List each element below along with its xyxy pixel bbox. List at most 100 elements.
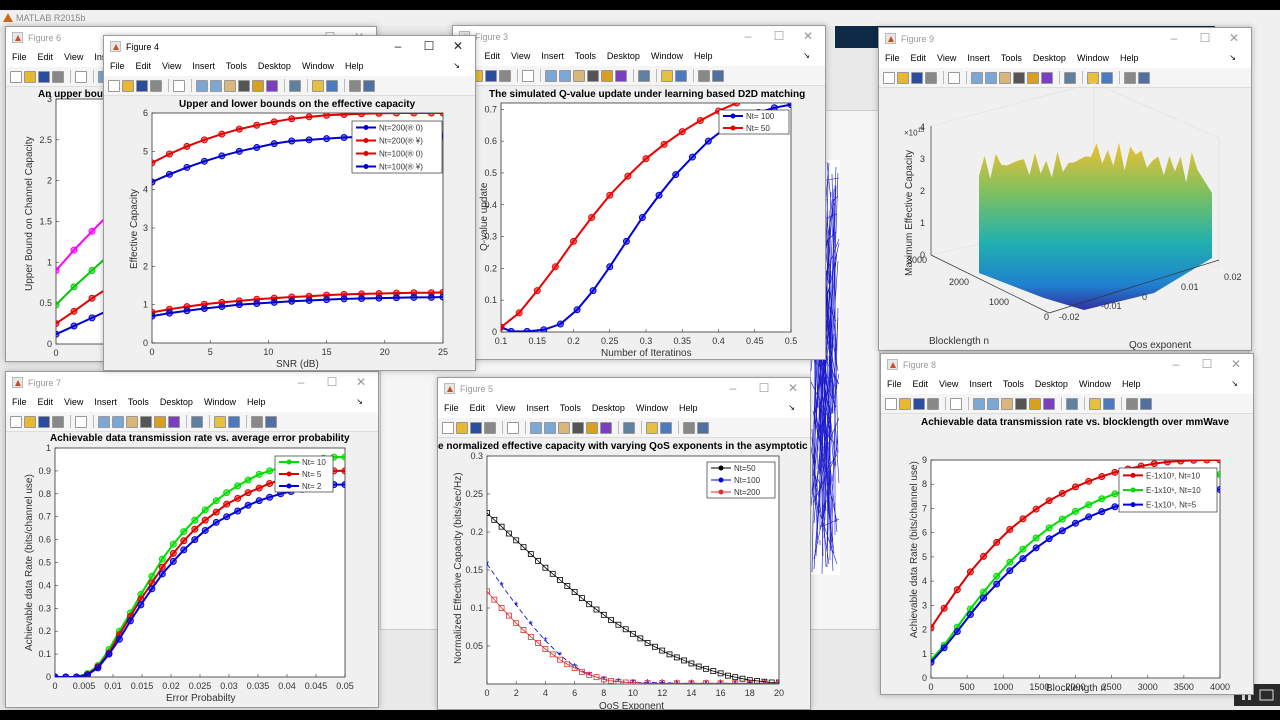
menu-item-window[interactable]: Window bbox=[1078, 379, 1111, 389]
menu-item-window[interactable]: Window bbox=[650, 51, 683, 61]
menu-item-desktop[interactable]: Desktop bbox=[257, 61, 291, 71]
menu-item-window[interactable]: Window bbox=[635, 403, 668, 413]
menu-item-help[interactable]: Help bbox=[344, 61, 364, 71]
pan-icon[interactable] bbox=[1001, 397, 1013, 410]
menu-item-tools[interactable]: Tools bbox=[559, 403, 581, 413]
menu-item-desktop[interactable]: Desktop bbox=[591, 403, 625, 413]
zoom-in-icon[interactable] bbox=[530, 421, 542, 434]
data-cursor-icon[interactable] bbox=[154, 415, 166, 428]
menu-item-window[interactable]: Window bbox=[1076, 53, 1109, 63]
colorbar-icon[interactable] bbox=[214, 415, 226, 428]
print-icon[interactable] bbox=[927, 397, 939, 410]
menu-item-window[interactable]: Window bbox=[203, 397, 236, 407]
brush-icon[interactable] bbox=[1043, 397, 1055, 410]
rotate-icon[interactable] bbox=[140, 415, 152, 428]
pointer-icon[interactable] bbox=[173, 79, 185, 92]
menu-item-view[interactable]: View bbox=[64, 397, 84, 407]
print-icon[interactable] bbox=[52, 70, 64, 83]
new-figure-icon[interactable] bbox=[442, 421, 454, 434]
legend-box[interactable] bbox=[718, 109, 790, 135]
plot-axes-fig7[interactable]: 0 0.1 0.2 0.3 0.4 0.5 0.6 0.7 0.8 0.9 1 0 0.005 0.01 0… bbox=[6, 372, 379, 708]
menu-item-insert[interactable]: Insert bbox=[967, 53, 990, 63]
window-title-bar[interactable]: Figure 8 – ☐ ✕ bbox=[881, 354, 1253, 376]
show-tools-icon[interactable] bbox=[1140, 397, 1152, 410]
menu-item-desktop[interactable]: Desktop bbox=[1034, 379, 1068, 389]
close-button[interactable]: ✕ bbox=[355, 375, 367, 389]
menu-item-insert[interactable]: Insert bbox=[526, 403, 549, 413]
link-icon[interactable] bbox=[638, 69, 650, 82]
new-figure-icon[interactable] bbox=[10, 70, 22, 83]
data-cursor-icon[interactable] bbox=[1027, 71, 1039, 84]
menu-item-tools[interactable]: Tools bbox=[127, 397, 149, 407]
menu-item-view[interactable]: View bbox=[939, 379, 959, 389]
maximize-button[interactable]: ☐ bbox=[423, 39, 435, 53]
print-icon[interactable] bbox=[150, 79, 162, 92]
zoom-in-icon[interactable] bbox=[98, 415, 110, 428]
window-title-bar[interactable]: Figure 9 – ☐ ✕ bbox=[879, 28, 1251, 50]
rotate-icon[interactable] bbox=[1013, 71, 1025, 84]
dock-arrow-icon[interactable]: ↘ bbox=[356, 397, 363, 406]
hide-tools-icon[interactable] bbox=[1124, 71, 1136, 84]
new-figure-icon[interactable] bbox=[883, 71, 895, 84]
menu-item-edit[interactable]: Edit bbox=[910, 53, 927, 63]
menu-item-desktop[interactable]: Desktop bbox=[1032, 53, 1066, 63]
pointer-icon[interactable] bbox=[507, 421, 519, 434]
link-icon[interactable] bbox=[191, 415, 203, 428]
plot-axes-fig4[interactable]: 0 1 2 3 4 5 6 0 5 10 15 20 25 Nt=200(® 0) Nt=200(® ¥) N… bbox=[104, 36, 476, 371]
minimize-button[interactable]: – bbox=[297, 375, 305, 389]
data-cursor-icon[interactable] bbox=[601, 69, 613, 82]
print-icon[interactable] bbox=[52, 415, 64, 428]
figure-window-fig7[interactable]: Figure 7 – ☐ ✕ File Edit View Insert Tools Des… bbox=[5, 371, 379, 708]
rotate-icon[interactable] bbox=[1015, 397, 1027, 410]
colorbar-icon[interactable] bbox=[1089, 397, 1101, 410]
zoom-in-icon[interactable] bbox=[196, 79, 208, 92]
hide-tools-icon[interactable] bbox=[349, 79, 361, 92]
hide-tools-icon[interactable] bbox=[251, 415, 263, 428]
colorbar-icon[interactable] bbox=[661, 69, 673, 82]
data-cursor-icon[interactable] bbox=[586, 421, 598, 434]
menu-item-file[interactable]: File bbox=[110, 61, 125, 71]
legend-icon[interactable] bbox=[660, 421, 672, 434]
open-icon[interactable] bbox=[24, 415, 36, 428]
data-cursor-icon[interactable] bbox=[252, 79, 264, 92]
close-button[interactable]: ✕ bbox=[787, 381, 799, 395]
menu-item-file[interactable]: File bbox=[12, 52, 27, 62]
menu-item-help[interactable]: Help bbox=[1121, 379, 1141, 389]
maximize-button[interactable]: ☐ bbox=[1199, 31, 1211, 45]
save-icon[interactable] bbox=[485, 69, 497, 82]
pointer-icon[interactable] bbox=[522, 69, 534, 82]
open-icon[interactable] bbox=[122, 79, 134, 92]
legend-icon[interactable] bbox=[675, 69, 687, 82]
zoom-out-icon[interactable] bbox=[112, 415, 124, 428]
rotate-icon[interactable] bbox=[572, 421, 584, 434]
menu-item-insert[interactable]: Insert bbox=[541, 51, 564, 61]
zoom-out-icon[interactable] bbox=[544, 421, 556, 434]
legend-icon[interactable] bbox=[228, 415, 240, 428]
save-icon[interactable] bbox=[911, 71, 923, 84]
zoom-out-icon[interactable] bbox=[987, 397, 999, 410]
pan-icon[interactable] bbox=[224, 79, 236, 92]
legend-icon[interactable] bbox=[326, 79, 338, 92]
menu-item-edit[interactable]: Edit bbox=[37, 52, 54, 62]
figure-window-fig9[interactable]: Figure 9 – ☐ ✕ File Edit View Insert Tools Des… bbox=[878, 27, 1252, 351]
menu-item-insert[interactable]: Insert bbox=[192, 61, 215, 71]
pan-icon[interactable] bbox=[126, 415, 138, 428]
dock-arrow-icon[interactable]: ↘ bbox=[788, 403, 795, 412]
link-icon[interactable] bbox=[289, 79, 301, 92]
menu-item-file[interactable]: File bbox=[12, 397, 27, 407]
maximize-button[interactable]: ☐ bbox=[773, 29, 785, 43]
minimize-button[interactable]: – bbox=[1172, 357, 1180, 371]
menu-item-edit[interactable]: Edit bbox=[484, 51, 501, 61]
rotate-icon[interactable] bbox=[238, 79, 250, 92]
show-tools-icon[interactable] bbox=[1138, 71, 1150, 84]
zoom-in-icon[interactable] bbox=[973, 397, 985, 410]
new-figure-icon[interactable] bbox=[10, 415, 22, 428]
figure-window-fig5[interactable]: Figure 5 – ☐ ✕ File Edit View Insert Tools Des… bbox=[437, 377, 811, 710]
print-icon[interactable] bbox=[499, 69, 511, 82]
menu-item-edit[interactable]: Edit bbox=[469, 403, 486, 413]
save-icon[interactable] bbox=[136, 79, 148, 92]
menu-item-desktop[interactable]: Desktop bbox=[606, 51, 640, 61]
hide-tools-icon[interactable] bbox=[1126, 397, 1138, 410]
menu-item-help[interactable]: Help bbox=[678, 403, 698, 413]
plot-axes-fig8[interactable]: 0 1 2 3 4 5 6 7 8 9 0 500 1000 1500 2000 2500 3000 3500 40… bbox=[881, 354, 1254, 695]
